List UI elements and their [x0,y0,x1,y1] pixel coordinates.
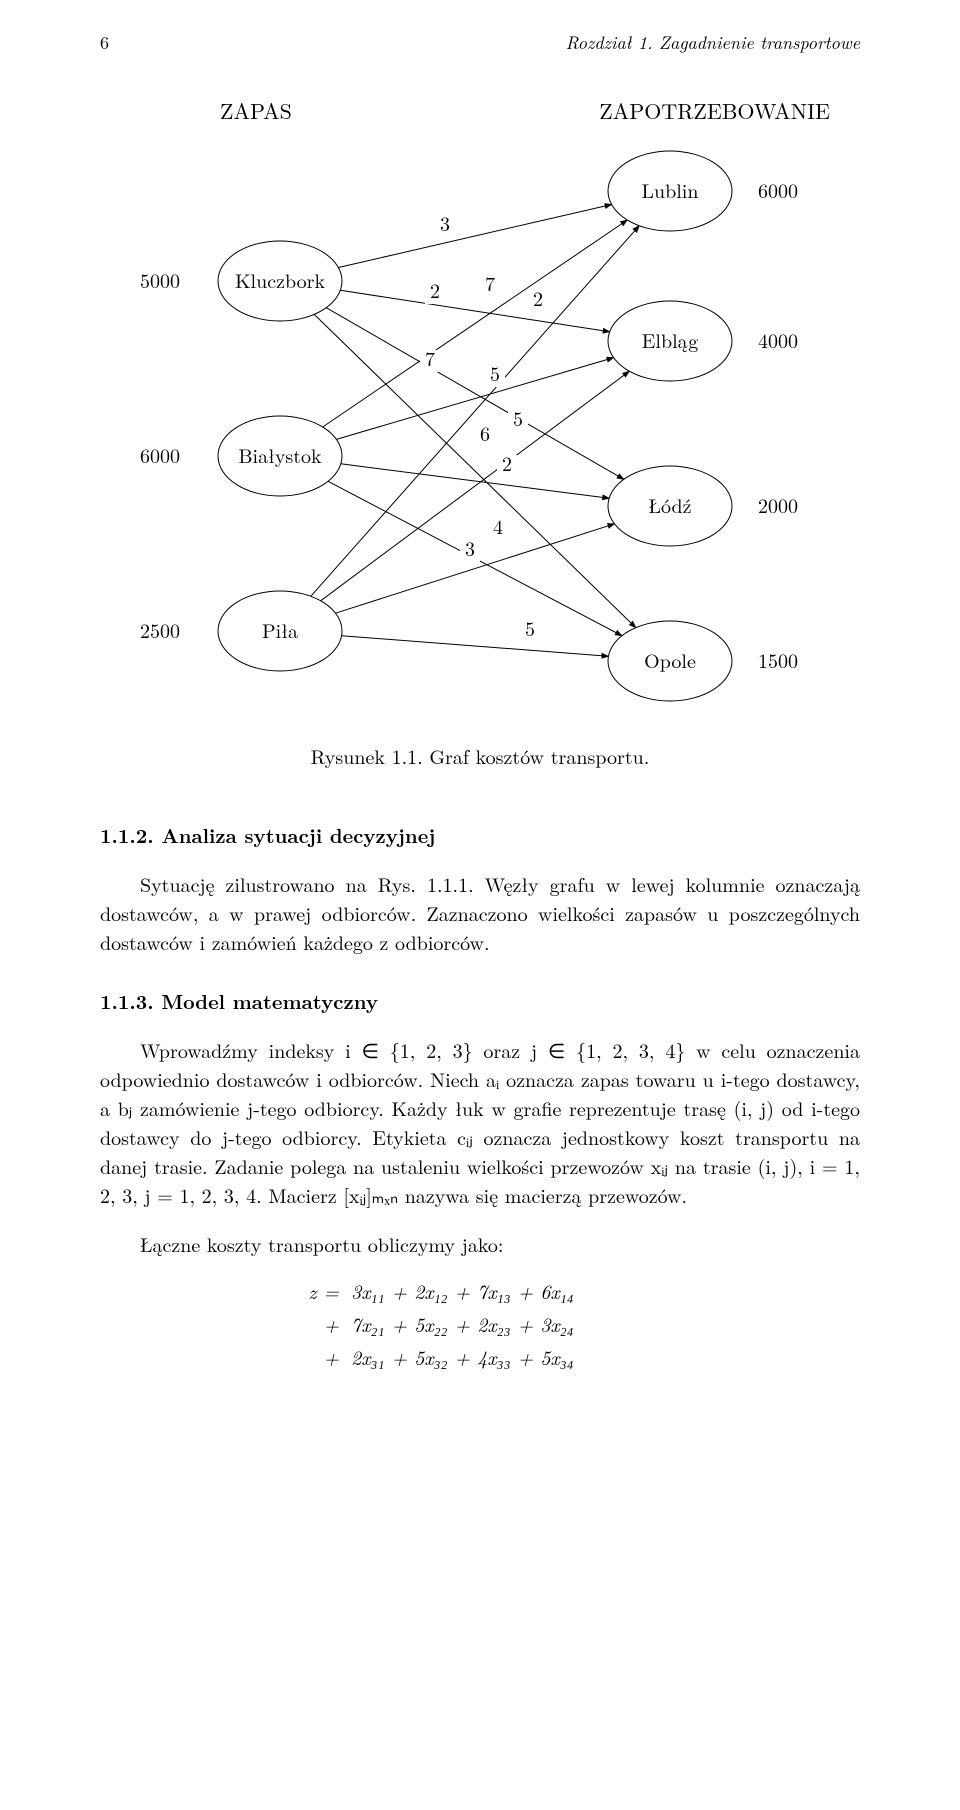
graph-edge [326,308,624,480]
receiver-node-value: 6000 [758,175,798,204]
supplier-node-label: Białystok [238,440,322,469]
section-113-title: Model matematyczny [161,986,378,1015]
section-113-heading: 1.1.3. Model matematyczny [100,986,860,1015]
edge-cost-label: 4 [493,511,503,540]
edge-cost-label: 2 [502,448,512,477]
left-column-header: ZAPAS [220,95,292,126]
right-column-header: ZAPOTRZEBOWANIE [599,95,830,126]
section-113-body-1: Wprowadźmy indeksy i ∈ {1, 2, 3} oraz j … [100,1035,860,1209]
supplier-node-value: 2500 [140,615,180,644]
receiver-node-value: 1500 [758,645,798,674]
supplier-node-label: Kluczbork [235,265,326,294]
graph-edge [314,314,636,627]
receiver-node-label: Elbląg [642,325,698,354]
receiver-node-label: Opole [644,645,696,674]
receiver-node-value: 2000 [758,490,798,519]
receiver-node-label: Łódź [648,490,691,519]
edge-cost-label: 5 [525,613,535,642]
section-112-heading: 1.1.2. Analiza sytuacji decyzyjnej [100,820,860,849]
edge-cost-label: 6 [480,418,490,447]
section-113-number: 1.1.3. [100,986,154,1015]
edge-cost-label: 5 [490,358,500,387]
edge-cost-label: 5 [513,403,523,432]
diagram-column-headers: ZAPAS ZAPOTRZEBOWANIE [100,95,860,126]
edge-cost-label: 3 [465,533,475,562]
graph-edge [323,220,628,427]
graph-edge [342,636,609,657]
supplier-node-value: 6000 [140,440,180,469]
running-header: 6 Rozdział 1. Zagadnienie transportowe [100,30,860,55]
edge-cost-label: 2 [430,275,440,304]
equation-row-1: 3x₁₁ + 2x₁₂ + 7x₁₃ + 6x₁₄ [351,1276,711,1305]
section-112-title: Analiza sytuacji decyzyjnej [161,820,435,849]
page-number: 6 [100,30,109,55]
edge-cost-label: 2 [533,283,543,312]
edge-cost-label: 7 [485,268,495,297]
transport-graph-svg: 327675232545 Kluczbork5000Białystok6000P… [100,136,860,716]
graph-edge [341,464,609,498]
graph-edge [340,290,609,331]
transport-graph: 327675232545 Kluczbork5000Białystok6000P… [100,136,860,721]
receiver-node-label: Lublin [642,175,699,204]
graph-edge [336,524,615,613]
section-113-body-2: Łączne koszty transportu obliczymy jako: [100,1229,860,1258]
equation-row-2: 7x₂₁ + 5x₂₂ + 2x₂₃ + 3x₂₄ [351,1309,711,1338]
figure-caption: Rysunek 1.1. Graf kosztów transportu. [100,741,860,770]
equation-plus-1: + [249,1309,351,1338]
edge-cost-label: 7 [425,343,435,372]
section-112-body: Sytuację zilustrowano na Rys. 1.1.1. Węz… [100,869,860,956]
receiver-node-value: 4000 [758,325,798,354]
graph-edge [321,371,630,601]
cost-equation: z = 3x₁₁ + 2x₁₂ + 7x₁₃ + 6x₁₄ + 7x₂₁ + 5… [100,1276,860,1371]
equation-lhs: z = [249,1276,351,1305]
supplier-node-label: Piła [262,615,298,644]
edge-cost-label: 3 [440,208,450,237]
equation-plus-2: + [249,1342,351,1371]
section-112-number: 1.1.2. [100,820,154,849]
supplier-node-value: 5000 [140,265,180,294]
equation-row-3: 2x₃₁ + 5x₃₂ + 4x₃₃ + 5x₃₄ [351,1342,711,1371]
running-title: Rozdział 1. Zagadnienie transportowe [566,30,860,55]
